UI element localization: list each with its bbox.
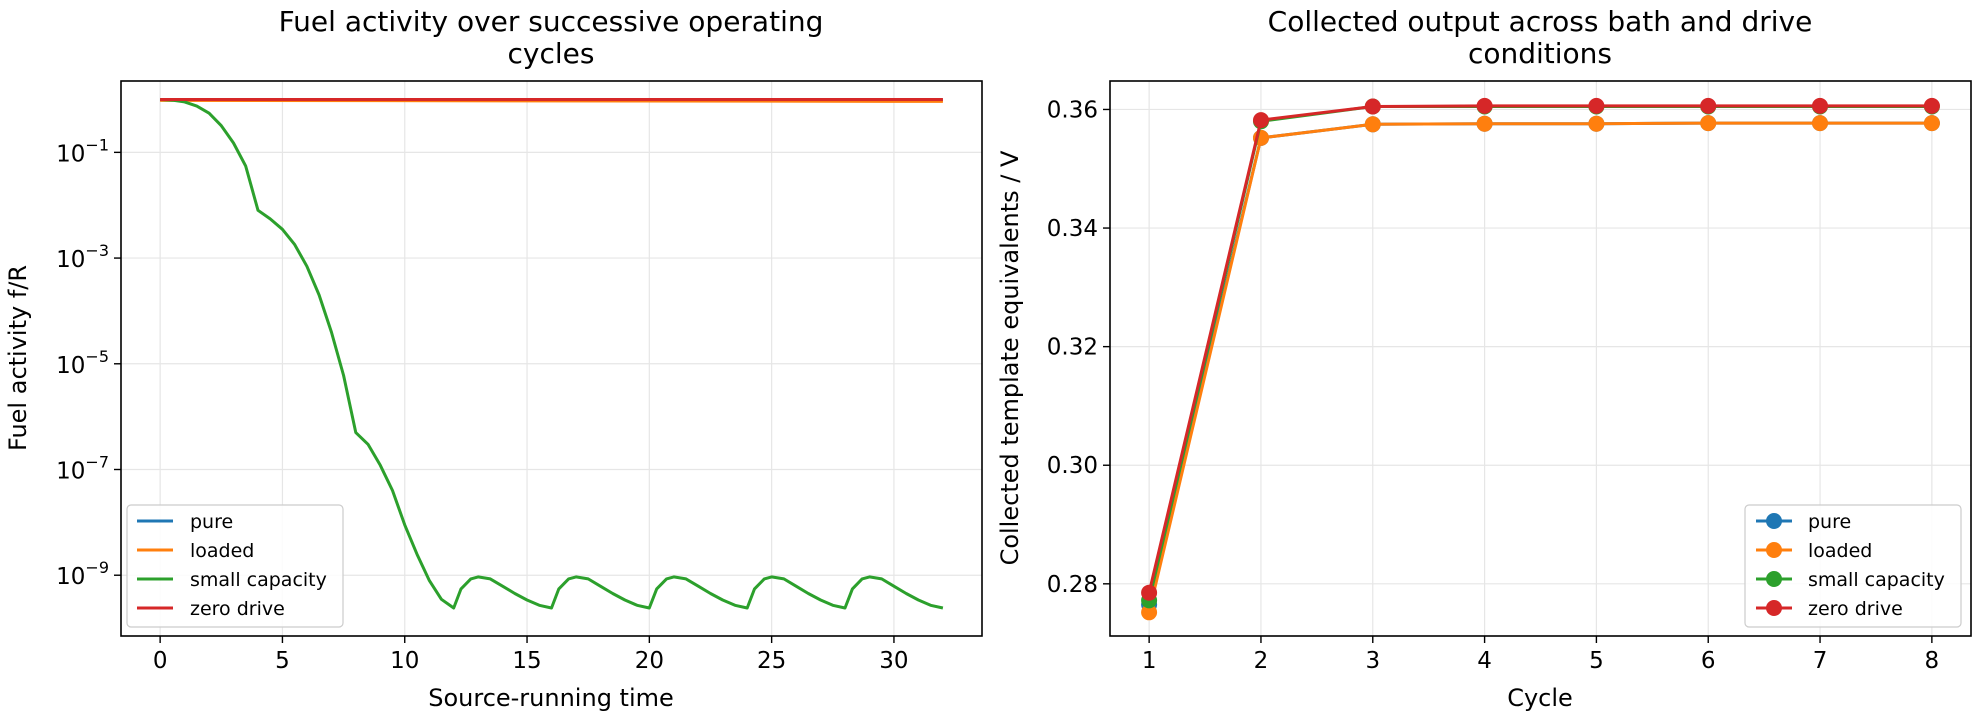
left-x-tick-label: 0 bbox=[153, 648, 168, 674]
right-point-zero-drive bbox=[1923, 97, 1940, 114]
right-y-tick-label: 0.28 bbox=[1047, 572, 1098, 598]
right-point-zero-drive bbox=[1588, 97, 1605, 114]
right-y-ticks: 0.28 0.30 0.32 0.34 0.36 bbox=[1047, 97, 1110, 598]
left-y-tick-label: 10−3 bbox=[56, 241, 109, 273]
right-legend-marker-pure bbox=[1766, 513, 1782, 529]
right-y-tick-label: 0.34 bbox=[1047, 216, 1098, 242]
left-plot-frame bbox=[120, 80, 983, 637]
left-y-axis-label: Fuel activity f/R bbox=[4, 265, 32, 451]
right-legend-marker-zero-drive bbox=[1766, 600, 1782, 616]
left-legend-box bbox=[126, 504, 344, 628]
right-y-tick-label: 0.30 bbox=[1047, 453, 1098, 479]
left-x-ticks: 0 5 10 15 20 25 30 bbox=[153, 636, 909, 674]
right-point-loaded bbox=[1588, 115, 1605, 132]
left-legend: pure loaded small capacity zero drive bbox=[126, 504, 344, 628]
right-series-line-loaded bbox=[1147, 121, 1932, 613]
left-y-tick-label: 10−7 bbox=[56, 453, 109, 485]
right-point-zero-drive bbox=[1812, 97, 1828, 114]
right-x-tick-label: 5 bbox=[1589, 648, 1604, 674]
right-legend-marker-small-capacity bbox=[1766, 571, 1782, 587]
left-y-tick-label: 10−5 bbox=[56, 347, 109, 379]
right-x-tick-label: 2 bbox=[1254, 648, 1269, 674]
left-x-tick-label: 30 bbox=[879, 648, 908, 674]
left-grid bbox=[121, 81, 982, 636]
right-point-zero-drive bbox=[1141, 584, 1158, 601]
right-y-axis-label: Collected template equivalents / V bbox=[996, 150, 1024, 565]
right-point-zero-drive bbox=[1364, 98, 1381, 115]
right-legend-label-loaded: loaded bbox=[1808, 540, 1872, 562]
left-x-tick-label: 20 bbox=[635, 648, 664, 674]
left-legend-label-zero-drive: zero drive bbox=[190, 598, 285, 620]
left-x-tick-label: 15 bbox=[512, 648, 541, 674]
right-x-axis-label: Cycle bbox=[1507, 684, 1573, 712]
left-x-tick-label: 10 bbox=[390, 648, 419, 674]
right-point-loaded bbox=[1812, 115, 1828, 132]
collected-output-chart: Collected output across bath and drive c… bbox=[996, 5, 1972, 712]
right-point-zero-drive bbox=[1700, 97, 1717, 114]
right-point-loaded bbox=[1141, 604, 1158, 621]
left-chart-title-line-2: cycles bbox=[508, 37, 595, 70]
left-y-tick-label: 10−1 bbox=[56, 135, 109, 167]
right-point-loaded bbox=[1700, 115, 1717, 132]
right-chart-title-line-1: Collected output across bath and drive bbox=[1268, 5, 1813, 38]
right-point-zero-drive bbox=[1476, 97, 1493, 114]
left-legend-label-pure: pure bbox=[190, 511, 233, 533]
left-series-line-small-capacity bbox=[160, 98, 944, 610]
right-point-loaded bbox=[1476, 115, 1493, 132]
right-point-zero-drive bbox=[1253, 112, 1269, 129]
right-x-tick-label: 3 bbox=[1365, 648, 1380, 674]
right-legend: pure loaded small capacity zero drive bbox=[1744, 504, 1962, 628]
right-legend-marker-loaded bbox=[1766, 542, 1782, 558]
right-point-loaded bbox=[1923, 115, 1940, 132]
right-x-tick-label: 1 bbox=[1142, 648, 1157, 674]
right-y-tick-label: 0.32 bbox=[1047, 335, 1098, 361]
right-grid bbox=[1110, 81, 1971, 636]
right-series-lines bbox=[1141, 97, 1940, 621]
left-x-axis-label: Source-running time bbox=[428, 684, 674, 712]
right-legend-box bbox=[1744, 504, 1962, 628]
right-y-tick-label: 0.36 bbox=[1047, 97, 1098, 123]
left-legend-label-small-capacity: small capacity bbox=[190, 569, 327, 591]
left-y-ticks: 10−1 10−3 10−5 10−7 10−9 bbox=[56, 135, 121, 590]
right-x-tick-label: 8 bbox=[1925, 648, 1940, 674]
right-x-tick-label: 4 bbox=[1477, 648, 1492, 674]
right-legend-label-small-capacity: small capacity bbox=[1808, 569, 1945, 591]
right-series-line-zero-drive bbox=[1147, 104, 1932, 594]
right-chart-title-line-2: conditions bbox=[1468, 37, 1612, 70]
right-x-tick-label: 6 bbox=[1701, 648, 1716, 674]
right-x-ticks: 1 2 3 4 5 6 7 8 bbox=[1142, 636, 1939, 674]
left-x-tick-label: 25 bbox=[757, 648, 786, 674]
left-y-tick-label: 10−9 bbox=[56, 558, 109, 590]
right-legend-label-pure: pure bbox=[1808, 511, 1851, 533]
right-x-tick-label: 7 bbox=[1813, 648, 1828, 674]
left-legend-label-loaded: loaded bbox=[190, 540, 254, 562]
right-legend-label-zero-drive: zero drive bbox=[1808, 598, 1903, 620]
left-x-tick-label: 5 bbox=[275, 648, 290, 674]
right-plot-frame bbox=[1109, 80, 1972, 637]
fuel-activity-chart: Fuel activity over successive operating … bbox=[4, 5, 983, 712]
right-point-loaded bbox=[1364, 116, 1381, 133]
left-series-lines bbox=[160, 98, 944, 610]
left-chart-title-line-1: Fuel activity over successive operating bbox=[279, 5, 824, 38]
